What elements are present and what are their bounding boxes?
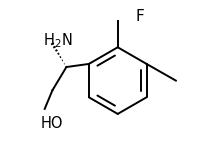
Text: H$_2$N: H$_2$N [43,32,73,50]
Text: F: F [135,9,144,24]
Text: HO: HO [40,117,63,131]
